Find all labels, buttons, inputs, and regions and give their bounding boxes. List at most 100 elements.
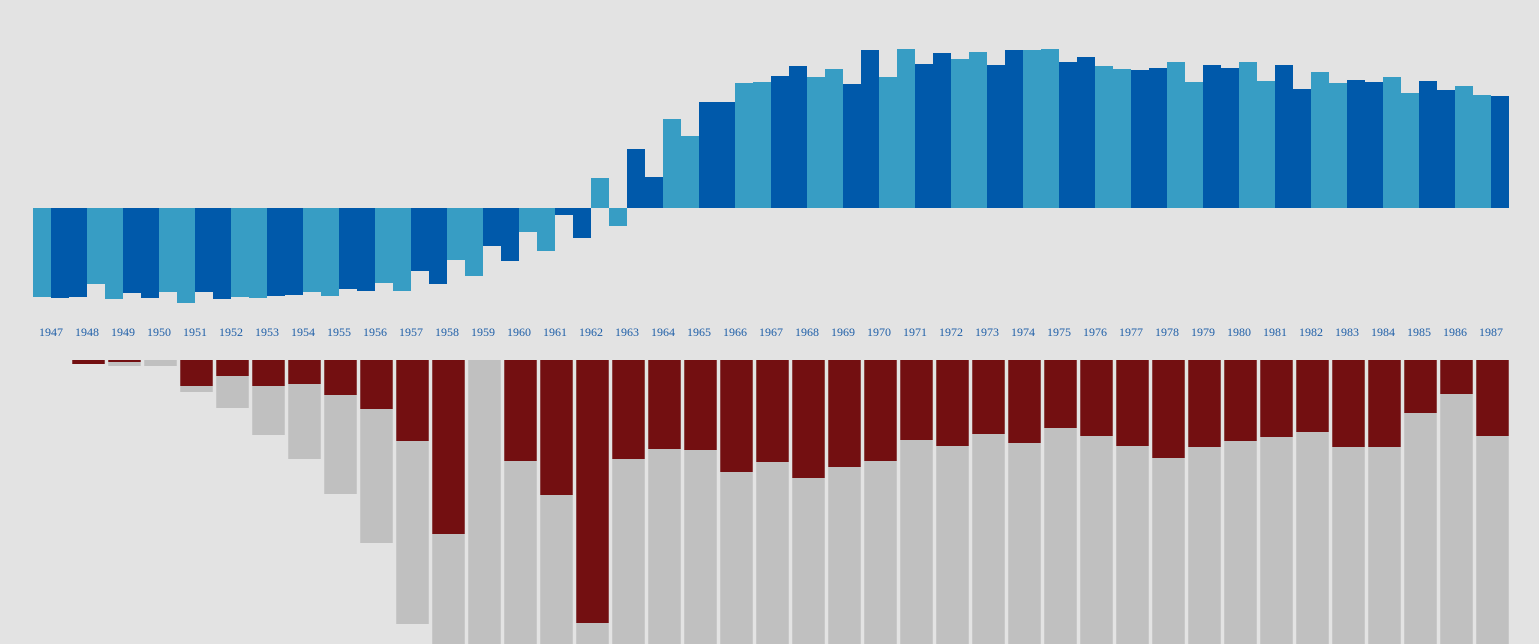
lower-bar-gray-1967 [756,462,789,644]
upper-bar-b-1955 [339,208,357,289]
year-label-1963: 1963 [615,325,639,339]
lower-bar-red-1986 [1440,360,1473,394]
upper-bar-a-1973 [969,52,987,208]
lower-bar-gray-1959 [468,360,501,644]
lower-bar-red-1954 [288,360,321,384]
upper-bar-a-1960 [501,208,519,261]
lower-bar-red-1984 [1368,360,1401,447]
lower-bar-red-1957 [396,360,429,441]
lower-bar-gray-1962 [576,623,609,644]
upper-bar-a-1958 [429,208,447,284]
lower-bar-red-1965 [684,360,717,450]
upper-bar-b-1973 [987,65,1005,208]
lower-bar-gray-1965 [684,450,717,644]
year-label-1947: 1947 [39,325,63,339]
lower-bar-red-1961 [540,360,573,495]
year-label-1967: 1967 [759,325,783,339]
upper-bar-b-1985 [1419,81,1437,208]
lower-bar-gray-1978 [1152,458,1185,644]
lower-bar-gray-1954 [288,384,321,459]
upper-bar-b-1970 [879,77,897,208]
lower-bar-red-1983 [1332,360,1365,447]
lower-bar-red-1973 [972,360,1005,434]
lower-bar-red-1953 [252,360,285,386]
year-label-1964: 1964 [651,325,675,339]
upper-bar-b-1984 [1383,77,1401,208]
lower-bar-gray-1950 [144,360,177,366]
lower-bar-red-1949 [108,360,141,362]
lower-bar-red-1980 [1224,360,1257,441]
upper-bar-b-1963 [627,149,645,208]
lower-bar-red-1982 [1296,360,1329,432]
lower-bar-red-1975 [1044,360,1077,428]
upper-bar-a-1980 [1221,68,1239,208]
upper-bar-a-1985 [1401,93,1419,208]
lower-bar-gray-1984 [1368,447,1401,644]
lower-bar-gray-1956 [360,409,393,543]
year-label-1973: 1973 [975,325,999,339]
lower-stacked-bar-panel [72,360,1509,644]
year-label-1962: 1962 [579,325,603,339]
upper-bar-a-1976 [1077,57,1095,208]
lower-bar-red-1952 [216,360,249,376]
lower-bar-gray-1949 [108,362,141,366]
lower-bar-gray-1976 [1080,436,1113,644]
lower-bar-red-1971 [900,360,933,440]
lower-bar-gray-1983 [1332,447,1365,644]
year-label-1976: 1976 [1083,325,1107,339]
lower-bar-gray-1972 [936,446,969,644]
lower-bar-red-1985 [1404,360,1437,413]
upper-bar-b-1971 [915,64,933,208]
upper-bar-b-1948 [87,208,105,284]
upper-bar-a-1961 [537,208,555,251]
lower-bar-gray-1980 [1224,441,1257,644]
lower-bar-red-1962 [576,360,609,623]
lower-bar-red-1979 [1188,360,1221,447]
year-label-1977: 1977 [1119,325,1143,339]
lower-bar-gray-1957 [396,441,429,624]
year-label-1949: 1949 [111,325,135,339]
upper-bar-b-1960 [519,208,537,232]
upper-bar-b-1972 [951,59,969,208]
year-label-1960: 1960 [507,325,531,339]
upper-bar-a-1953 [249,208,267,298]
upper-bar-a-1979 [1185,82,1203,208]
upper-bar-a-1964 [645,177,663,208]
upper-bar-b-1980 [1239,62,1257,208]
year-label-1956: 1956 [363,325,387,339]
upper-bar-b-1978 [1167,62,1185,208]
lower-bar-red-1972 [936,360,969,446]
lower-bar-gray-1953 [252,386,285,435]
lower-bar-gray-1960 [504,461,537,644]
upper-bar-a-1959 [465,208,483,276]
year-label-1974: 1974 [1011,325,1035,339]
lower-bar-gray-1977 [1116,446,1149,644]
upper-bar-a-1956 [357,208,375,291]
upper-bar-b-1961 [555,208,573,215]
lower-bar-red-1976 [1080,360,1113,436]
upper-bar-b-1962 [591,178,609,208]
year-label-1954: 1954 [291,325,315,339]
upper-bar-b-1969 [843,84,861,208]
upper-bar-a-1975 [1041,49,1059,208]
upper-bar-a-1962 [573,208,591,238]
year-label-1957: 1957 [399,325,423,339]
upper-bar-a-1977 [1113,69,1131,208]
upper-bar-b-1975 [1059,62,1077,208]
lower-bar-red-1964 [648,360,681,449]
upper-bar-a-1972 [933,53,951,208]
upper-bar-b-1951 [195,208,213,292]
year-label-1959: 1959 [471,325,495,339]
year-label-1987: 1987 [1479,325,1503,339]
upper-bar-a-1950 [141,208,159,298]
lower-bar-gray-1964 [648,449,681,644]
upper-bar-b-1964 [663,119,681,208]
upper-bar-b-1986 [1455,86,1473,208]
upper-bar-a-1954 [285,208,303,295]
lower-bar-gray-1985 [1404,413,1437,644]
year-label-1980: 1980 [1227,325,1251,339]
lower-bar-gray-1958 [432,534,465,644]
year-label-1982: 1982 [1299,325,1323,339]
lower-bar-red-1977 [1116,360,1149,446]
upper-bar-a-1951 [177,208,195,303]
